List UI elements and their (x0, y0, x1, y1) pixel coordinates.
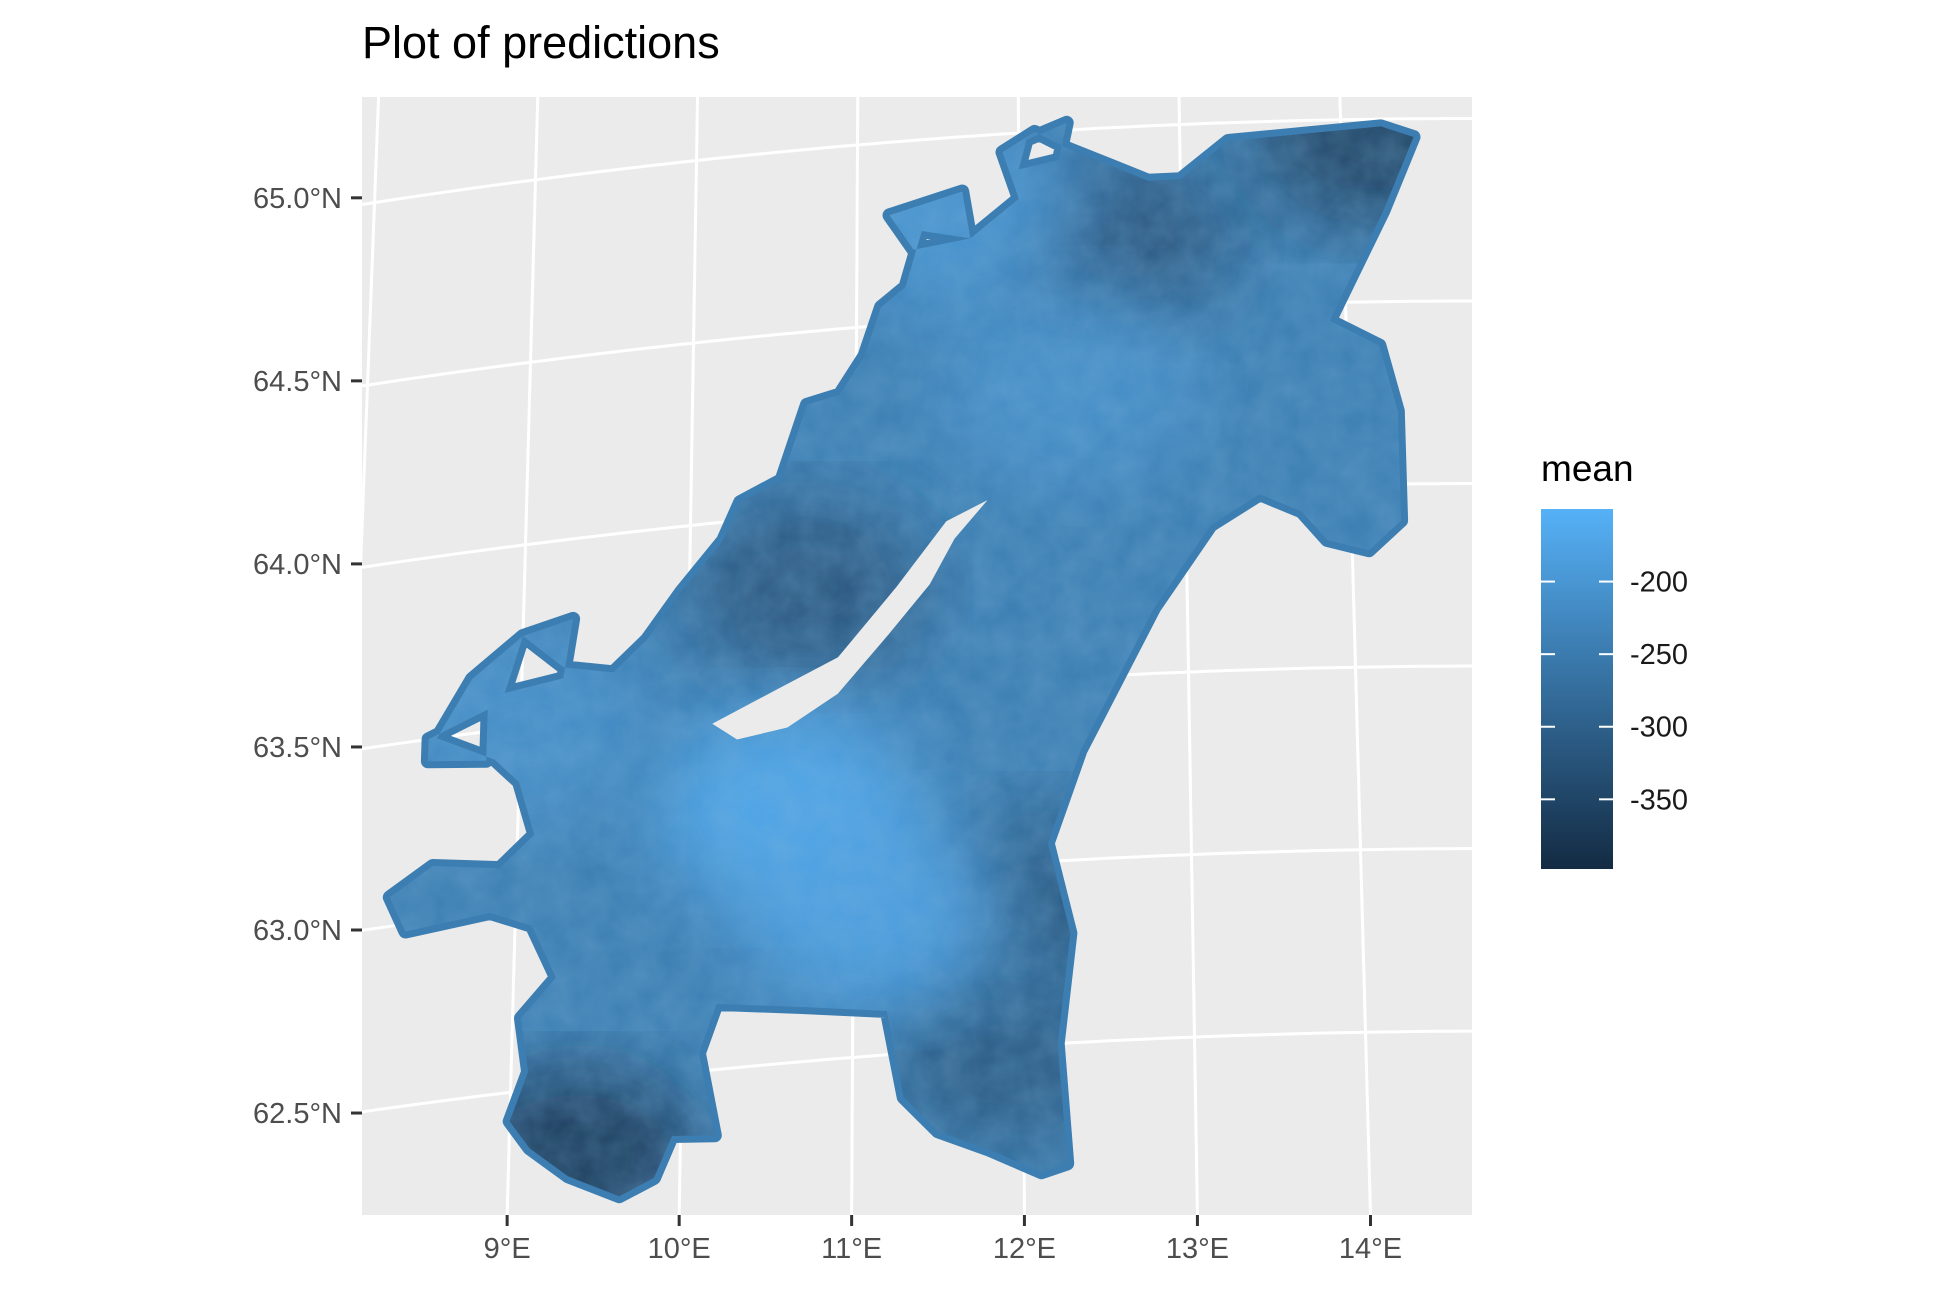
x-tick-label: 11°E (821, 1233, 882, 1265)
x-tick-label: 13°E (1166, 1233, 1229, 1265)
y-tick-label: 62.5°N (253, 1098, 342, 1130)
chart-title: Plot of predictions (362, 17, 720, 68)
fjord-gap (712, 500, 988, 740)
legend-label: -300 (1630, 712, 1688, 744)
legend-ticks: -200 -250 -300 -350 (1541, 567, 1688, 816)
meridian-line (1177, 97, 1199, 1215)
plot-panel (362, 97, 1472, 1215)
y-tick-label: 63.5°N (253, 732, 342, 764)
y-tick-label: 63.0°N (253, 915, 342, 947)
x-tick-label: 10°E (648, 1233, 711, 1265)
legend-label: -200 (1630, 567, 1688, 599)
legend-label: -250 (1630, 639, 1688, 671)
x-axis: 9°E 10°E 11°E 12°E 13°E 14°E (484, 1215, 1402, 1265)
x-tick-label: 9°E (484, 1233, 531, 1265)
color-legend: mean -200 -250 -300 -350 (1541, 448, 1688, 869)
legend-colorbar (1541, 509, 1613, 869)
y-axis: 65.0°N 64.5°N 64.0°N 63.5°N 63.0°N 62.5°N (253, 183, 362, 1130)
parallel-line (362, 117, 1472, 206)
meridian-line (362, 97, 381, 568)
legend-label: -350 (1630, 784, 1688, 816)
y-tick-label: 64.0°N (253, 549, 342, 581)
legend-title: mean (1541, 448, 1634, 489)
y-tick-label: 64.5°N (253, 366, 342, 398)
x-tick-label: 14°E (1339, 1233, 1402, 1265)
x-tick-label: 12°E (993, 1233, 1056, 1265)
y-tick-label: 65.0°N (253, 183, 342, 215)
